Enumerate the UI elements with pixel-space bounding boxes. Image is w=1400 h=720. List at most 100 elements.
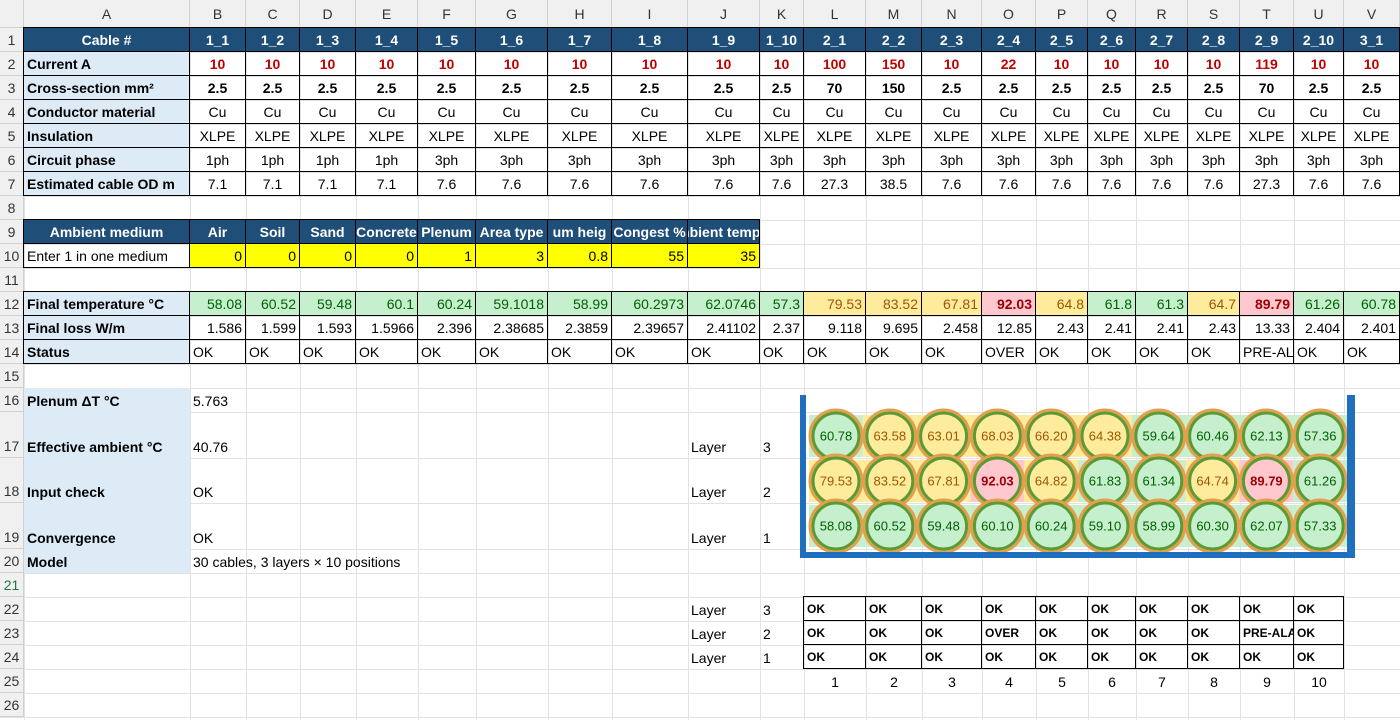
cable-temperature: 67.81 (927, 473, 960, 488)
cell: Layer (691, 650, 727, 666)
gridline (0, 316, 1400, 317)
cell: 0 (189, 243, 246, 268)
row-header: 23 (0, 621, 24, 645)
cell: mbient temp ° (687, 219, 760, 244)
row-header: 19 (0, 503, 24, 549)
gridline (190, 0, 191, 720)
cell: Conductor material (23, 99, 190, 124)
cable (919, 501, 969, 551)
cell: 5 (1058, 674, 1066, 690)
cell: 1_8 (611, 27, 688, 52)
cable-temperature: 60.52 (874, 518, 907, 533)
cable-temperature: 61.34 (1143, 473, 1176, 488)
row-header: 24 (0, 645, 24, 669)
row-header: 5 (0, 124, 24, 148)
cable-temperature: 79.53 (820, 473, 853, 488)
gridline (476, 0, 477, 720)
cell: 61.3 (1135, 291, 1188, 316)
cell: Plenum (417, 219, 476, 244)
cable (811, 501, 861, 551)
cable-temperature: 61.26 (1304, 473, 1337, 488)
gridline (1344, 0, 1345, 720)
row-header: 16 (0, 388, 24, 412)
cable-temperature: 58.99 (1143, 518, 1176, 533)
gridline (688, 0, 689, 720)
cell: 1_7 (547, 27, 612, 52)
cell: 64.7 (1187, 291, 1240, 316)
gridline (0, 549, 1400, 550)
gridline (0, 573, 1400, 574)
cell: 58.99 (547, 291, 612, 316)
cell: 0 (245, 243, 300, 268)
cell: 2_9 (1239, 27, 1294, 52)
row-header: 25 (0, 669, 24, 693)
cable-temperature: 62.13 (1250, 428, 1283, 443)
cell: Layer (691, 602, 727, 618)
cell: 55 (611, 243, 688, 268)
cell: 58.08 (189, 291, 246, 316)
gridline (0, 364, 1400, 365)
cell: 2 (890, 674, 898, 690)
gridline (0, 148, 1400, 149)
cable-temperature: 57.33 (1304, 518, 1337, 533)
gridline (0, 388, 1400, 389)
cable (1080, 501, 1130, 551)
cell: 1 (417, 243, 476, 268)
cell: Model (24, 549, 190, 573)
cable-temperature: 63.01 (927, 428, 960, 443)
cable-temperature: 59.10 (1089, 518, 1122, 533)
column-header: C (246, 0, 300, 28)
row-header: 13 (0, 316, 24, 340)
tray-bottom (800, 552, 1355, 558)
gridline (0, 669, 1400, 670)
cell: 1 (763, 530, 771, 546)
row-header: 17 (0, 412, 24, 458)
cell: 35 (687, 243, 760, 268)
cell: 1_1 (189, 27, 246, 52)
gridline (0, 124, 1400, 125)
gridline (1136, 0, 1137, 720)
cable (1241, 501, 1291, 551)
cell: OK (1293, 644, 1344, 669)
cable-temperature: 59.48 (927, 518, 960, 533)
gridline (1294, 0, 1295, 720)
cable-temperature: 60.24 (1035, 518, 1068, 533)
gridline (356, 0, 357, 720)
cable-temperature: 89.79 (1250, 473, 1283, 488)
cell: 1_2 (245, 27, 300, 52)
column-header: U (1294, 0, 1344, 28)
cell: Plenum ΔT °C (24, 388, 190, 412)
row-header: 15 (0, 364, 24, 388)
cell: 59.48 (299, 291, 356, 316)
gridline (0, 100, 1400, 101)
gridline (866, 0, 867, 720)
gridline (548, 0, 549, 720)
cable-temperature: 64.38 (1089, 428, 1122, 443)
cable (1295, 501, 1345, 551)
gridline (1240, 0, 1241, 720)
gridline (0, 412, 1400, 413)
cable-temperature: 64.74 (1196, 473, 1229, 488)
cell: 40.76 (193, 439, 229, 455)
gridline (612, 0, 613, 720)
gridline (0, 52, 1400, 53)
column-header: E (356, 0, 418, 28)
cable-temperature: 60.46 (1196, 428, 1229, 443)
cell: 2_8 (1187, 27, 1240, 52)
cell: Current A (23, 51, 190, 76)
tray-wall-right (1347, 395, 1355, 558)
gridline (0, 196, 1400, 197)
column-header: R (1136, 0, 1188, 28)
gridline (0, 340, 1400, 341)
cable-temperature: 68.03 (981, 428, 1014, 443)
cell: Sand (299, 219, 356, 244)
column-header: H (548, 0, 612, 28)
cell: Circuit phase (23, 147, 190, 172)
column-header: D (300, 0, 356, 28)
gridline (0, 503, 1400, 504)
column-header: N (922, 0, 982, 28)
gridline (0, 693, 1400, 694)
gridline (982, 0, 983, 720)
row-header: 12 (0, 292, 24, 316)
